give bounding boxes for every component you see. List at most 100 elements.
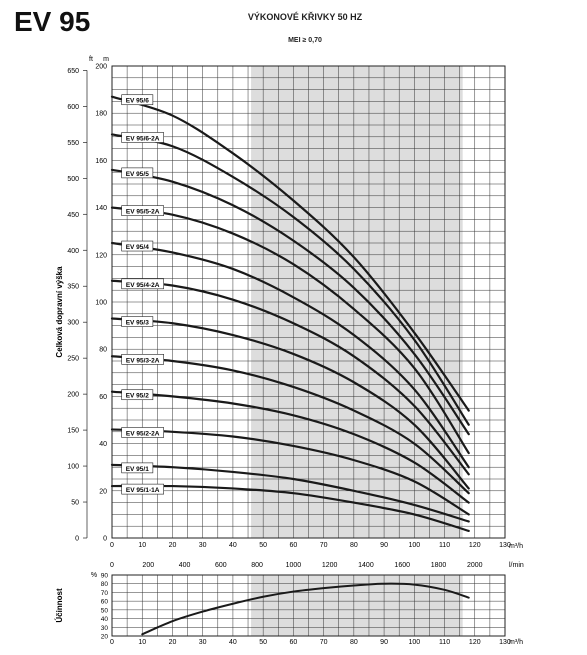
efficiency-x-tick-label: 50 — [259, 639, 267, 646]
head-curve — [110, 133, 470, 426]
efficiency-x-tick-label: 0 — [110, 639, 114, 646]
curve-label: EV 95/4 — [126, 244, 150, 251]
x-tick-label: 40 — [229, 542, 237, 549]
percent-unit-label: % — [91, 572, 97, 579]
efficiency-x-tick-label: 70 — [320, 639, 328, 646]
head-curve — [110, 428, 470, 516]
efficiency-shaded-region — [251, 575, 463, 636]
head-curve — [110, 484, 470, 533]
efficiency-x-tick-label: 100 — [408, 639, 420, 646]
ft-unit-label: ft — [89, 56, 93, 63]
ft-tick-label: 600 — [67, 104, 79, 111]
m-tick-label: 140 — [95, 205, 107, 212]
m-tick-label: 100 — [95, 300, 107, 307]
m-tick-label: 40 — [99, 441, 107, 448]
curve-label-box — [121, 389, 154, 401]
ft-tick-label: 300 — [67, 320, 79, 327]
m-tick-label: 80 — [99, 347, 107, 354]
efficiency-x-tick-label: 60 — [289, 639, 297, 646]
m-tick-label: 20 — [99, 488, 107, 495]
efficiency-x-tick-label: 90 — [380, 639, 388, 646]
efficiency-x-tick-label: 40 — [229, 639, 237, 646]
x2-tick-label: 1400 — [358, 562, 374, 569]
x-tick-label: 10 — [138, 542, 146, 549]
efficiency-y-tick-label: 60 — [101, 599, 109, 606]
curve-label-box — [121, 278, 164, 290]
curve-label: EV 95/1-1A — [126, 487, 160, 494]
x-tick-label: 130 — [499, 542, 511, 549]
head-curve — [110, 390, 470, 504]
head-curve — [110, 241, 470, 469]
efficiency-y-tick-label: 20 — [101, 634, 109, 641]
x-tick-label: 60 — [289, 542, 297, 549]
m-tick-label: 0 — [103, 536, 107, 543]
ft-tick-label: 200 — [67, 392, 79, 399]
efficiency-x-tick-label: 30 — [199, 639, 207, 646]
curve-label: EV 95/5-2A — [126, 209, 160, 216]
curve-label: EV 95/2-2A — [126, 430, 160, 437]
x-tick-label: 110 — [439, 542, 450, 549]
head-plot-frame — [111, 65, 506, 539]
x2-tick-label: 2000 — [467, 562, 483, 569]
efficiency-x-tick-label: 120 — [469, 639, 481, 646]
head-axis-label: Celková dopravní výška — [55, 266, 64, 358]
x-tick-label: 50 — [259, 542, 267, 549]
curve-label: EV 95/3-2A — [126, 357, 160, 364]
m-unit-label: m — [103, 56, 109, 63]
x-tick-label: 70 — [320, 542, 328, 549]
efficiency-x-tick-label: 110 — [439, 639, 450, 646]
curve-label-box — [121, 205, 164, 216]
ft-tick-label: 350 — [67, 284, 79, 291]
efficiency-x-tick-label: 20 — [169, 639, 177, 646]
curve-label-box — [121, 132, 164, 143]
curve-label: EV 95/3 — [126, 320, 150, 327]
efficiency-y-tick-label: 50 — [101, 607, 109, 614]
curve-label: EV 95/4-2A — [126, 282, 160, 289]
x-tick-label: 120 — [469, 542, 481, 549]
ft-tick-label: 500 — [67, 176, 79, 183]
efficiency-y-tick-label: 40 — [101, 616, 109, 623]
x2-tick-label: 1800 — [431, 562, 447, 569]
ft-tick-label: 400 — [67, 248, 79, 255]
product-title: EV 95 — [14, 6, 90, 37]
curve-label-box — [121, 240, 154, 252]
ft-tick-label: 50 — [71, 500, 79, 507]
head-curve — [110, 206, 470, 455]
x-tick-label: 0 — [110, 542, 114, 549]
ft-tick-label: 0 — [75, 536, 79, 543]
x2-tick-label: 1200 — [322, 562, 338, 569]
m-tick-label: 180 — [95, 111, 107, 118]
x-tick-label: 90 — [380, 542, 388, 549]
head-curve-labels: EV 95/6 EV 95/6-2A EV 95/5 EV 95/5-2A EV 95/… — [121, 94, 164, 495]
ft-tick-label: 450 — [67, 212, 79, 219]
head-curve — [110, 95, 470, 412]
curve-label: EV 95/6-2A — [126, 135, 160, 142]
curve-label: EV 95/5 — [126, 171, 150, 178]
m-tick-label: 200 — [95, 64, 107, 71]
efficiency-y-tick-label: 80 — [101, 581, 109, 588]
curve-label-box — [121, 483, 164, 495]
x2-tick-label: 800 — [251, 562, 263, 569]
x-unit-label: m³/h — [509, 543, 523, 550]
ft-tick-label: 250 — [67, 356, 79, 363]
efficiency-x-tick-label: 130 — [499, 639, 511, 646]
curve-label-box — [121, 427, 164, 438]
m-tick-label: 120 — [95, 252, 107, 259]
curve-label-box — [121, 316, 154, 327]
x2-tick-label: 0 — [110, 562, 114, 569]
efficiency-plot-frame — [111, 574, 506, 637]
efficiency-curve — [141, 582, 470, 636]
efficiency-y-tick-label: 30 — [101, 625, 109, 632]
x2-tick-label: 400 — [179, 562, 191, 569]
head-curve — [110, 355, 470, 495]
x-tick-label: 30 — [199, 542, 207, 549]
efficiency-curves — [141, 582, 470, 636]
ft-tick-label: 150 — [67, 428, 79, 435]
efficiency-y-tick-label: 90 — [101, 573, 109, 580]
efficiency-x-unit-label: m³/h — [509, 639, 523, 646]
chart-subtitle: MEI ≥ 0,70 — [288, 37, 322, 44]
ft-tick-label: 550 — [67, 140, 79, 147]
